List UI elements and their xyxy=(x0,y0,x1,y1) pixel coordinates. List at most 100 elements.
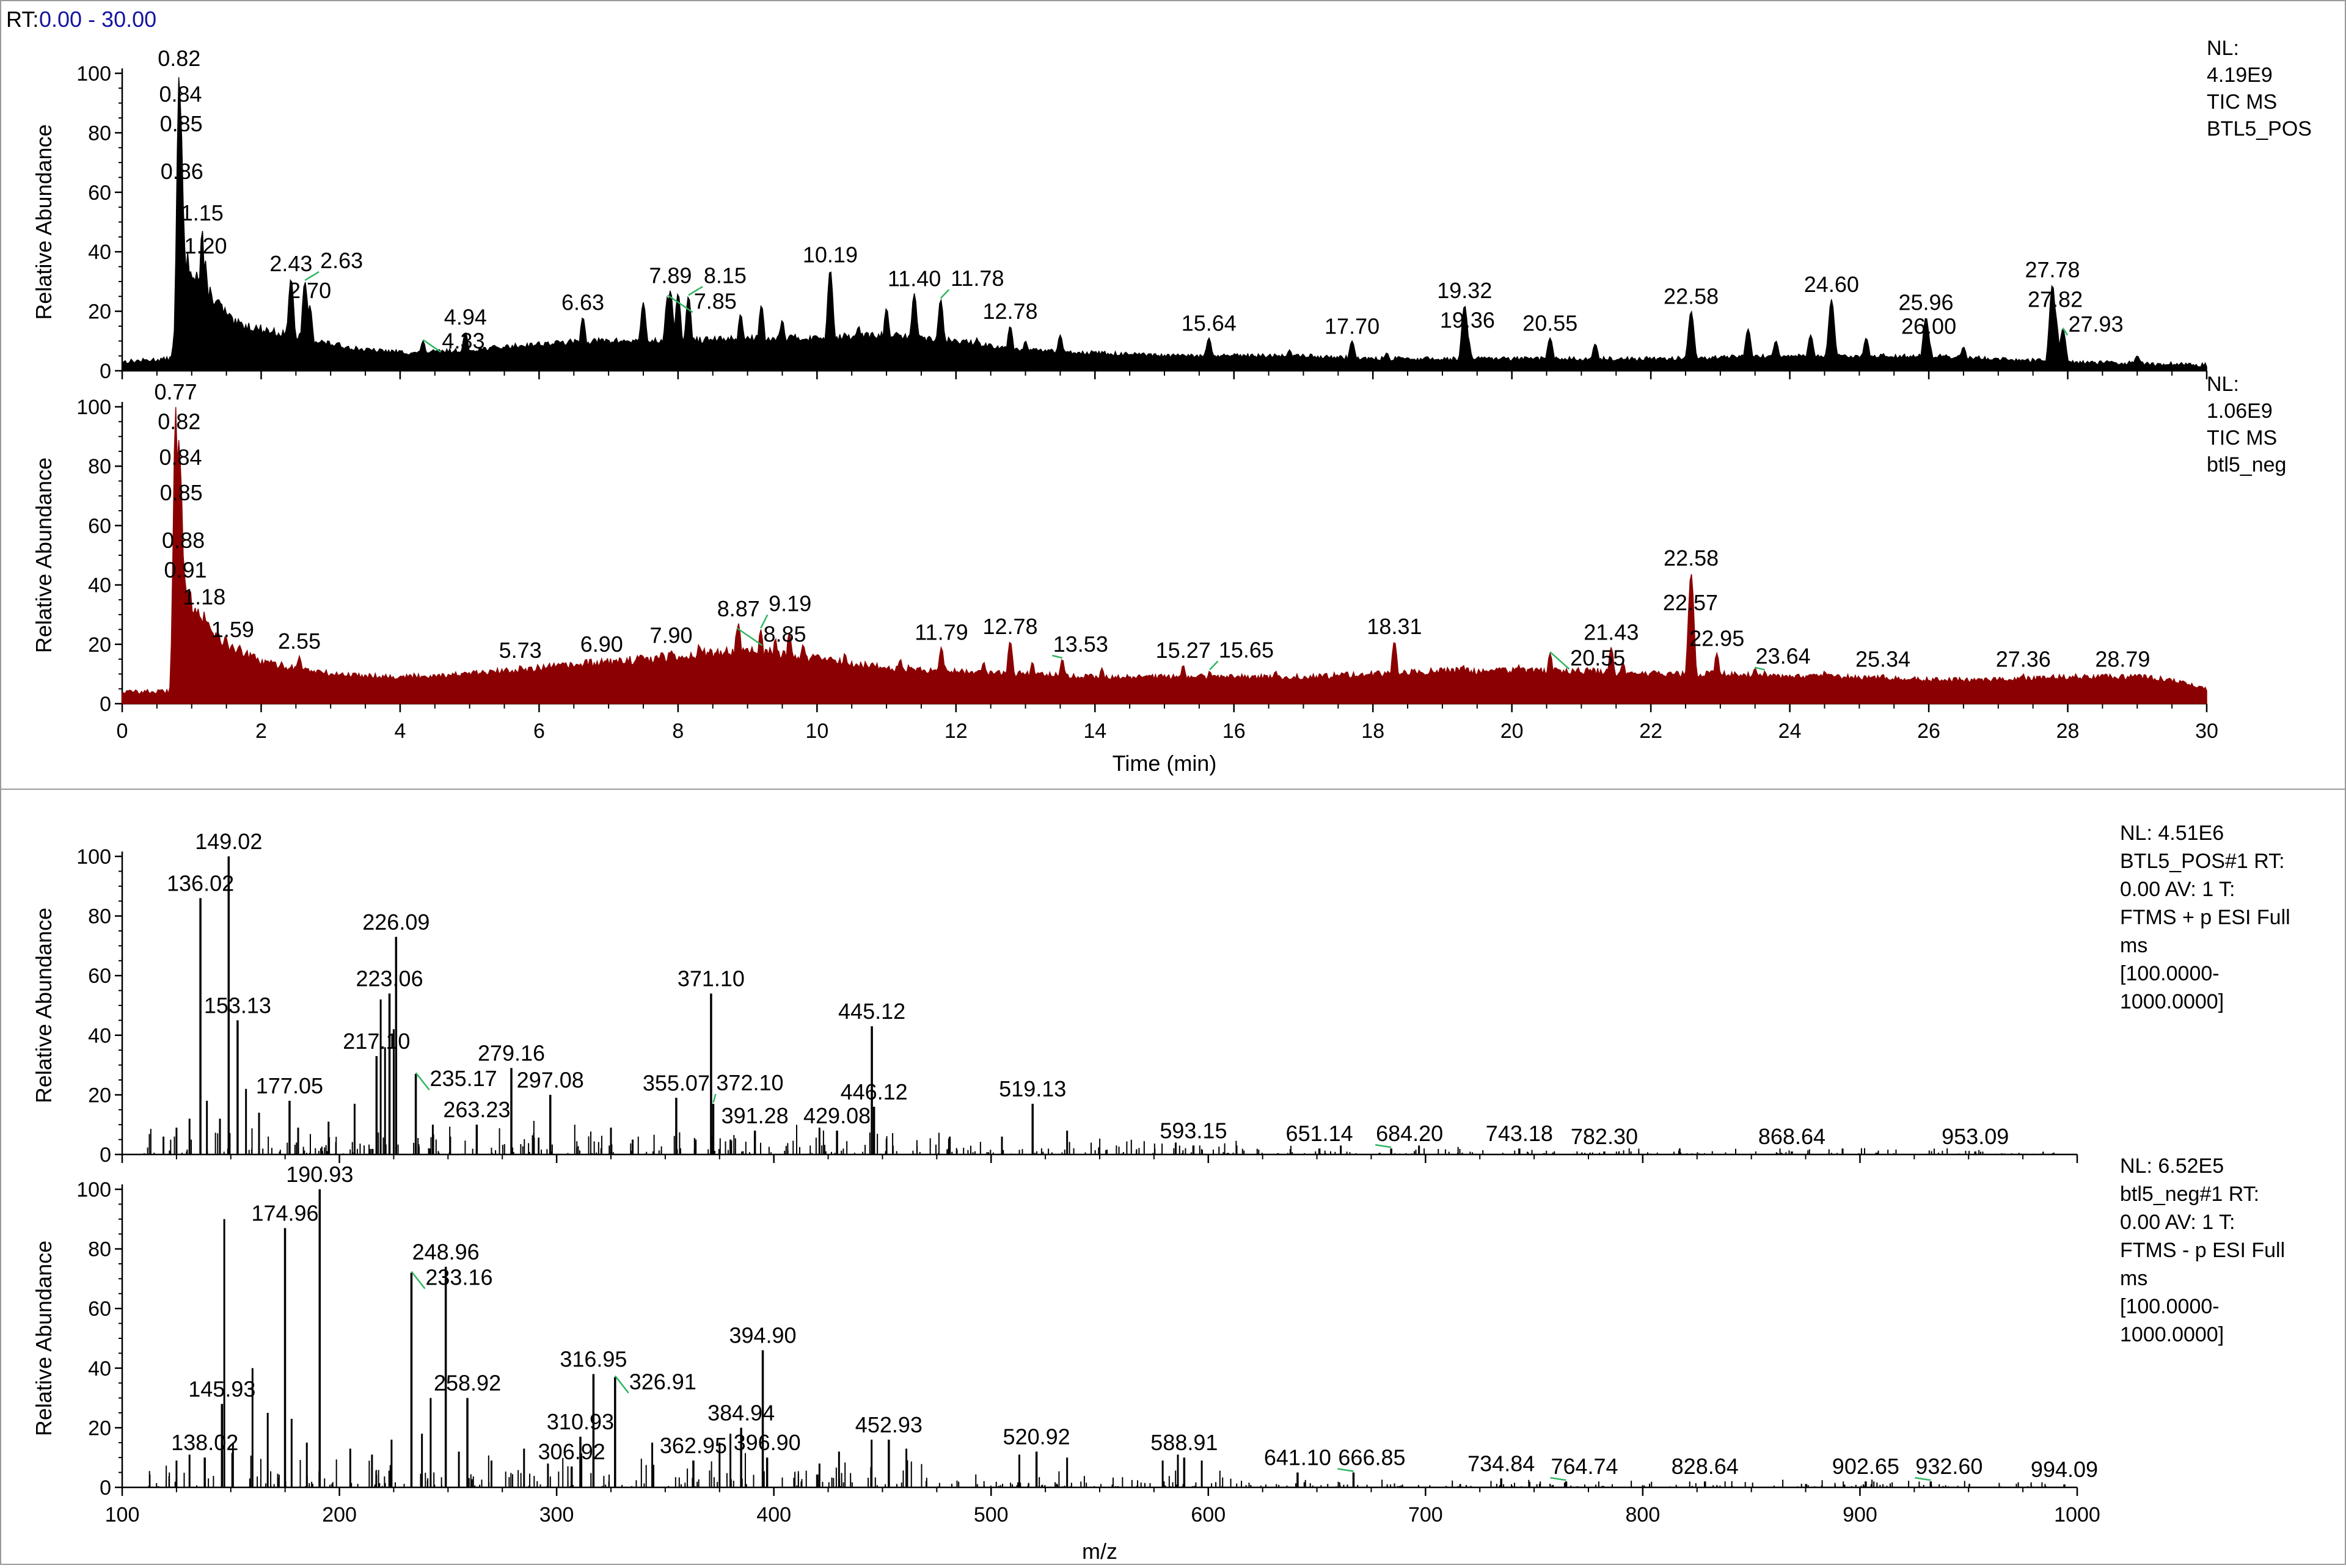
peak-label: 782.30 xyxy=(1571,1124,1638,1149)
peak-label: 8.85 xyxy=(764,622,806,647)
x-tick-label: 800 xyxy=(1626,1503,1661,1526)
peak-label: 279.16 xyxy=(478,1040,545,1065)
nl-info-line: [100.0000- xyxy=(2120,1295,2220,1318)
peak-label: 355.07 xyxy=(643,1070,710,1095)
peak-label: 15.65 xyxy=(1219,638,1274,663)
x-tick-label: 20 xyxy=(1500,720,1524,743)
x-tick-label: 100 xyxy=(105,1503,140,1526)
y-axis-label: Relative Abundance xyxy=(31,908,56,1103)
nl-info-line: 0.00 AV: 1 T: xyxy=(2120,1211,2235,1234)
peak-label: 1.18 xyxy=(183,584,225,609)
x-tick-label: 30 xyxy=(2195,720,2218,743)
nl-info-line: ms xyxy=(2120,934,2147,957)
peak-label: 0.85 xyxy=(160,480,203,505)
y-tick-label: 60 xyxy=(88,965,111,988)
peak-label: 177.05 xyxy=(256,1073,323,1098)
chromatogram-panel-1: 0 20 40 60 80 100 Relative Abundance 0.82 0.84 0.… xyxy=(31,37,2312,383)
peak-label: 11.78 xyxy=(951,266,1004,291)
x-tick-label: 1000 xyxy=(2054,1503,2100,1526)
peak-label: 666.85 xyxy=(1338,1445,1405,1470)
peak-label: 641.10 xyxy=(1264,1445,1331,1470)
x-tick-label: 8 xyxy=(672,720,684,743)
nl-info-line: NL: 4.51E6 xyxy=(2120,822,2224,845)
peak-label: 9.19 xyxy=(769,591,811,616)
peak-leader-line xyxy=(422,339,442,353)
peak-label: 217.10 xyxy=(343,1029,410,1054)
y-axis-label: Relative Abundance xyxy=(31,458,56,653)
peak-label: 15.64 xyxy=(1182,310,1237,335)
peak-label: 1.15 xyxy=(181,200,224,225)
peak-label: 21.43 xyxy=(1584,620,1639,645)
peak-label: 8.15 xyxy=(704,263,747,288)
peak-leader-line xyxy=(304,271,320,281)
peak-label: 362.95 xyxy=(660,1433,727,1458)
peak-label: 27.93 xyxy=(2069,312,2124,337)
peak-label: 372.10 xyxy=(716,1070,783,1095)
peak-label: 519.13 xyxy=(999,1076,1066,1101)
peak-leader-line xyxy=(1915,1477,1931,1481)
spectrum-panel-1: 0 20 40 60 80 100 Relative Abundance 149.02 136.… xyxy=(31,822,2290,1167)
peak-label: 684.20 xyxy=(1376,1121,1443,1146)
x-tick-label: 22 xyxy=(1639,720,1662,743)
peak-label: 8.87 xyxy=(717,596,760,621)
peak-label: 24.60 xyxy=(1804,272,1859,297)
peak-label: 263.23 xyxy=(443,1097,510,1122)
peak-label: 1.59 xyxy=(211,617,254,642)
y-tick-label: 20 xyxy=(88,301,111,324)
peak-leader-line xyxy=(1337,1468,1354,1472)
peak-label: 27.78 xyxy=(2025,257,2080,282)
x-tick-label: 0 xyxy=(117,720,128,743)
rt-label: RT: xyxy=(6,7,38,32)
peak-leader-line xyxy=(1209,660,1219,671)
peak-label: 22.58 xyxy=(1664,284,1719,309)
peak-label: 190.93 xyxy=(286,1162,353,1187)
peak-label: 25.34 xyxy=(1855,646,1910,671)
nl-info-line: BTL5_POS#1 RT: xyxy=(2120,850,2285,873)
peak-leader-line xyxy=(1375,1144,1392,1148)
chromatogram-trace xyxy=(122,407,2207,704)
peak-leader-line xyxy=(688,286,703,296)
nl-info-line: ms xyxy=(2120,1267,2147,1290)
peak-label: 235.17 xyxy=(430,1066,497,1091)
peak-leader-line xyxy=(411,1271,426,1289)
y-tick-label: 100 xyxy=(76,845,111,869)
peak-label: 994.09 xyxy=(2031,1457,2098,1482)
peak-label: 4.94 xyxy=(444,305,487,330)
x-tick-label: 700 xyxy=(1408,1503,1443,1526)
nl-info-line: NL: xyxy=(2207,37,2239,60)
peak-label: 764.74 xyxy=(1551,1454,1618,1479)
x-tick-label: 16 xyxy=(1222,720,1246,743)
peak-leader-line xyxy=(667,294,693,313)
peak-label: 12.78 xyxy=(982,299,1037,324)
x-tick-label: 18 xyxy=(1361,720,1384,743)
peak-label: 4.33 xyxy=(442,328,484,353)
peak-label: 25.96 xyxy=(1898,290,1953,315)
peak-label: 868.64 xyxy=(1758,1124,1825,1149)
y-tick-label: 0 xyxy=(100,1143,111,1167)
peak-label: 6.90 xyxy=(580,632,623,657)
y-tick-label: 0 xyxy=(100,360,111,383)
peak-label: 17.70 xyxy=(1325,313,1379,338)
y-tick-label: 80 xyxy=(88,905,111,928)
peak-leader-line xyxy=(1052,654,1063,659)
y-tick-label: 20 xyxy=(88,633,111,657)
y-axis-label: Relative Abundance xyxy=(31,1241,56,1436)
nl-info-line: btl5_neg#1 RT: xyxy=(2120,1183,2259,1206)
peak-leader-line xyxy=(760,614,769,629)
peak-label: 316.95 xyxy=(560,1347,627,1372)
x-tick-label: 900 xyxy=(1843,1503,1877,1526)
peak-label: 22.57 xyxy=(1663,590,1718,615)
y-tick-label: 20 xyxy=(88,1084,111,1107)
peak-label: 11.79 xyxy=(915,620,968,645)
y-tick-label: 80 xyxy=(88,455,111,478)
y-tick-label: 40 xyxy=(88,241,111,264)
rt-range: 0.00 - 30.00 xyxy=(39,7,156,32)
peak-label: 651.14 xyxy=(1286,1121,1353,1146)
peak-label: 394.90 xyxy=(729,1323,796,1348)
peak-label: 20.55 xyxy=(1570,645,1625,670)
peak-label: 306.92 xyxy=(538,1439,605,1464)
nl-info-line: NL: 6.52E5 xyxy=(2120,1154,2224,1178)
peak-label: 7.89 xyxy=(649,263,692,288)
peak-label: 593.15 xyxy=(1160,1118,1227,1143)
